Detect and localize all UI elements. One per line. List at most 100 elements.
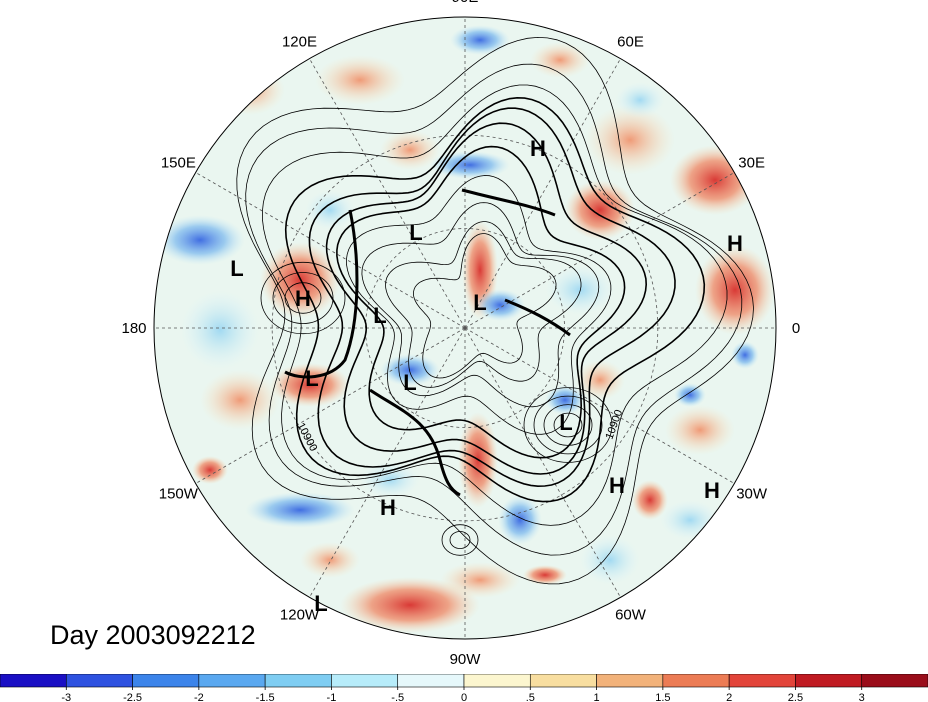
colorbar-tick-labels: -3 -2.5 -2 -1.5 -1 -.5 0 .5 1 1.5 2 2.5 3: [61, 687, 865, 702]
longitude-label: 60W: [615, 607, 647, 624]
high-center-label: H: [295, 286, 311, 311]
colorbar-tick-label: -2: [194, 692, 204, 702]
jet-contour-band: [284, 209, 359, 379]
height-contours: [236, 36, 754, 585]
latitude-circle: [365, 228, 565, 428]
anomaly-patch: [530, 42, 590, 78]
contour-line: [385, 221, 582, 388]
anomaly-patch: [215, 65, 285, 115]
longitude-label: 90E: [452, 0, 479, 6]
colorbar-tick-label: -3: [61, 692, 71, 702]
colorbar-cell: [662, 674, 730, 688]
date-title: Day 2003092212: [50, 620, 256, 650]
colorbar-tick-label: 2: [726, 692, 732, 702]
colorbar-tick-label: -1.5: [256, 692, 275, 702]
high-center-label: H: [530, 136, 546, 161]
anomaly-patch: [450, 25, 510, 55]
closed-contour: [553, 412, 583, 438]
colorbar-tick-label: -1: [327, 692, 337, 702]
contour-line: [284, 96, 706, 503]
longitude-label: 150E: [161, 155, 196, 172]
anomaly-patch: [632, 480, 668, 520]
high-center-label: H: [380, 495, 396, 520]
colorbar-cell: [728, 674, 796, 688]
closed-contour: [449, 531, 471, 549]
meridian-line: [464, 172, 735, 329]
anomaly-patch: [245, 492, 355, 528]
jet-contour-band: [369, 388, 461, 497]
anomaly-patch: [565, 180, 635, 240]
colorbar-tick-label: 1: [594, 692, 600, 702]
meridian-line: [464, 327, 621, 598]
anomaly-patch: [498, 495, 542, 545]
anomaly-patch: [580, 535, 640, 585]
anomaly-patch: [300, 542, 360, 578]
colorbar-cell: [596, 674, 664, 688]
colorbar-tick-label: 3: [859, 692, 865, 702]
anomaly-patch: [615, 82, 665, 118]
colorbar-cell: [795, 674, 863, 688]
longitude-label: 30E: [738, 155, 765, 172]
longitude-label: 150W: [159, 486, 199, 503]
low-center-label: L: [473, 290, 486, 315]
colorbar-tick-label: 0: [461, 692, 467, 702]
contour-line: [412, 233, 557, 379]
contour-line: [308, 107, 676, 488]
longitude-label: 120E: [282, 33, 317, 50]
graticule: [154, 17, 776, 639]
high-center-label: H: [609, 473, 625, 498]
anomaly-patch: [192, 456, 228, 484]
low-center-label: L: [230, 256, 243, 281]
colorbar-tick-label: -.5: [391, 692, 404, 702]
colorbar-tick-label: 2.5: [788, 692, 803, 702]
anomaly-patch: [674, 383, 706, 407]
colorbar-cell: [529, 674, 597, 688]
colorbar-cell: [861, 674, 928, 688]
closed-contour: [543, 404, 593, 446]
anomaly-patch: [380, 354, 440, 386]
closed-contour: [272, 272, 334, 324]
longitude-label: 180: [121, 320, 146, 337]
longitude-label: 120W: [280, 607, 320, 624]
jet-contour-band: [504, 298, 571, 337]
anomaly-patch: [665, 405, 735, 455]
anomaly-patch: [305, 190, 355, 230]
low-center-label: L: [559, 410, 572, 435]
high-center-label: H: [727, 231, 743, 256]
contour-line: [261, 84, 728, 526]
anomaly-patch: [315, 55, 405, 105]
closed-contour: [284, 282, 322, 314]
anomaly-patch: [180, 290, 260, 370]
meridian-line: [464, 327, 735, 484]
anomaly-patch: [440, 562, 520, 598]
high-center-label: H: [704, 478, 720, 503]
closed-contour: [533, 395, 603, 455]
contour-line: [361, 202, 600, 408]
anomaly-patch: [660, 500, 720, 540]
colorbar-cells: [0, 674, 928, 688]
meridian-line: [195, 327, 466, 484]
longitude-label: 90W: [450, 651, 482, 668]
anomaly-patch: [475, 289, 525, 321]
jet-contour-band: [461, 188, 556, 217]
low-center-label: L: [305, 366, 318, 391]
latitude-circle: [271, 134, 659, 522]
anomaly-patch: [380, 130, 440, 170]
longitude-label: 0: [792, 320, 800, 337]
colorbar: -3 -2.5 -2 -1.5 -1 -.5 0 .5 1 1.5 2 2.5 3: [0, 674, 928, 702]
low-center-label: L: [409, 220, 422, 245]
closed-contour: [523, 387, 613, 463]
colorbar-tick-label: 1.5: [655, 692, 670, 702]
anomaly-patch: [585, 105, 675, 175]
meridian-line: [195, 172, 466, 329]
closed-contour: [441, 524, 479, 556]
meridian-line: [464, 58, 621, 329]
colorbar-cell: [331, 674, 399, 688]
colorbar-cell: [0, 674, 67, 688]
colorbar-cell: [198, 674, 266, 688]
colorbar-tick-label: .5: [526, 692, 535, 702]
colorbar-cell: [397, 674, 465, 688]
colorbar-cell: [132, 674, 200, 688]
low-center-label: L: [403, 370, 416, 395]
anomaly-patch: [340, 577, 480, 633]
